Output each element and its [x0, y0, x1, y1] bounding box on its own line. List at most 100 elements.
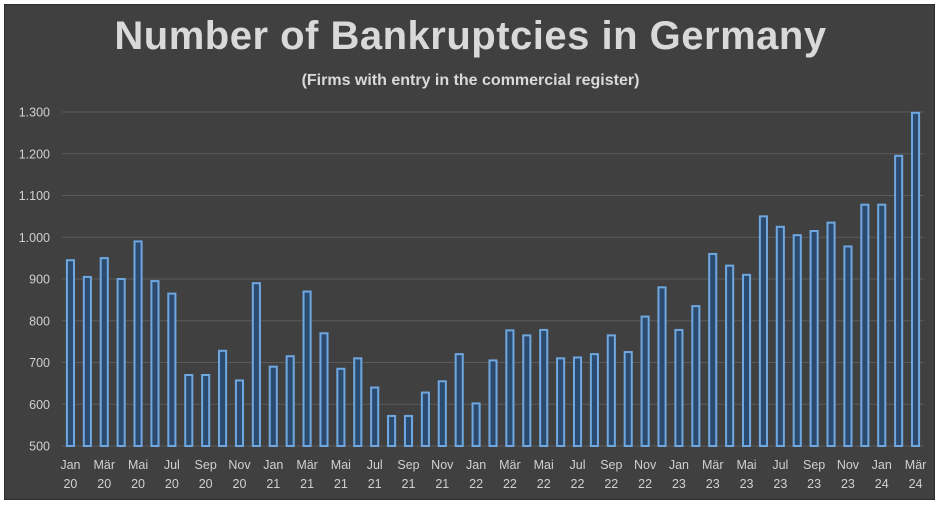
bar: [302, 290, 312, 447]
x-tick-year: 21: [300, 477, 314, 491]
bar: [285, 355, 295, 447]
bar: [910, 111, 921, 448]
bar: [792, 234, 802, 447]
bar: [758, 215, 768, 447]
bar: [572, 356, 583, 447]
x-tick-year: 22: [537, 477, 551, 491]
x-tick-month: Jan: [263, 458, 283, 472]
bar: [505, 329, 515, 448]
x-tick-month: Sep: [600, 458, 622, 472]
x-tick-month: Sep: [397, 458, 419, 472]
y-tick-label: 1.300: [19, 106, 50, 120]
bar: [556, 357, 566, 448]
bar: [741, 273, 752, 448]
x-tick-year: 21: [435, 477, 449, 491]
y-tick-label: 800: [29, 314, 50, 328]
bar: [826, 221, 836, 447]
x-tick-month: Mai: [534, 458, 554, 472]
y-tick-label: 1.000: [19, 231, 50, 245]
x-tick-year: 24: [909, 477, 923, 491]
x-tick-month: Jan: [669, 458, 689, 472]
bar: [218, 349, 228, 447]
x-tick-month: Mär: [499, 458, 521, 472]
bar: [809, 229, 819, 447]
y-tick-label: 1.200: [19, 147, 50, 161]
bar: [894, 154, 904, 447]
x-tick-year: 22: [503, 477, 517, 491]
x-tick-year: 22: [604, 477, 618, 491]
x-tick-month: Sep: [803, 458, 825, 472]
x-tick-year: 21: [266, 477, 280, 491]
bar: [150, 280, 160, 447]
bar: [860, 203, 870, 447]
x-tick-year: 23: [841, 477, 855, 491]
x-tick-month: Mär: [905, 458, 927, 472]
bar: [775, 225, 785, 447]
x-tick-year: 20: [165, 477, 179, 491]
x-tick-month: Mai: [128, 458, 148, 472]
y-tick-label: 900: [29, 273, 50, 287]
x-tick-year: 23: [807, 477, 821, 491]
bar: [387, 414, 397, 448]
bar: [657, 286, 667, 447]
bar: [336, 367, 346, 448]
x-tick-month: Jul: [164, 458, 180, 472]
bar: [877, 203, 887, 447]
x-tick-month: Mai: [736, 458, 756, 472]
bar: [167, 292, 177, 447]
x-tick-year: 21: [368, 477, 382, 491]
x-tick-month: Jan: [466, 458, 486, 472]
x-tick-month: Mär: [296, 458, 318, 472]
x-tick-month: Jul: [772, 458, 788, 472]
bar: [319, 332, 329, 447]
x-tick-year: 20: [131, 477, 145, 491]
x-tick-year: 20: [199, 477, 213, 491]
x-tick-month: Sep: [195, 458, 217, 472]
bar: [420, 391, 430, 447]
bar: [403, 414, 414, 448]
bar: [454, 353, 464, 447]
x-tick-year: 20: [63, 477, 77, 491]
x-tick-month: Nov: [228, 458, 251, 472]
x-tick-month: Mai: [331, 458, 351, 472]
x-tick-month: Jan: [872, 458, 892, 472]
bar: [437, 380, 447, 448]
bar: [471, 402, 481, 448]
bar: [234, 379, 245, 448]
chart-subtitle: (Firms with entry in the commercial regi…: [301, 72, 640, 89]
bar: [589, 353, 599, 447]
x-tick-year: 21: [334, 477, 348, 491]
x-tick-year: 24: [875, 477, 889, 491]
x-tick-month: Mär: [702, 458, 724, 472]
bar: [268, 365, 278, 447]
bar: [65, 259, 76, 447]
bar: [353, 357, 363, 448]
bar: [843, 245, 853, 447]
x-tick-month: Jan: [60, 458, 80, 472]
x-tick-year: 23: [773, 477, 787, 491]
x-tick-month: Nov: [431, 458, 454, 472]
bar: [488, 359, 498, 448]
bar: [539, 328, 549, 447]
bar: [99, 257, 109, 447]
chart-title: Number of Bankruptcies in Germany: [114, 14, 827, 58]
bar: [522, 334, 532, 447]
bar: [640, 315, 650, 448]
x-tick-month: Jul: [367, 458, 383, 472]
x-tick-month: Nov: [634, 458, 657, 472]
bar: [708, 252, 718, 447]
x-tick-year: 23: [706, 477, 720, 491]
bar: [82, 275, 92, 447]
x-tick-year: 21: [402, 477, 416, 491]
y-tick-label: 700: [29, 356, 50, 370]
bar: [725, 264, 735, 448]
y-tick-label: 1.100: [19, 189, 50, 203]
x-tick-year: 20: [233, 477, 247, 491]
x-tick-month: Nov: [837, 458, 860, 472]
bar: [606, 334, 616, 447]
x-tick-year: 22: [638, 477, 652, 491]
bar: [116, 278, 126, 447]
bar: [184, 374, 194, 447]
